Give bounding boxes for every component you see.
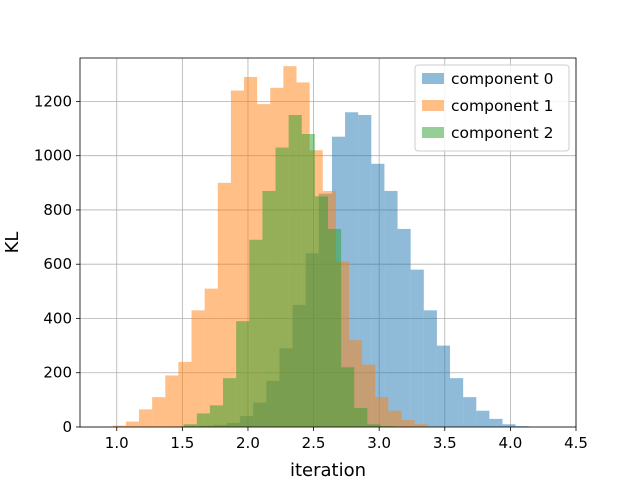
- bar-s1-b1: [112, 425, 126, 427]
- bar-s1-b2: [125, 421, 140, 427]
- y-tick-label-1: 200: [43, 364, 72, 382]
- bar-s2-b5: [249, 239, 263, 427]
- bar-s0-b26: [515, 426, 529, 427]
- x-tick-label-7: 4.5: [564, 434, 588, 452]
- y-tick-label-6: 1200: [34, 92, 72, 110]
- legend-label-1: component 1: [451, 97, 553, 115]
- legend-swatch-2: [422, 127, 444, 138]
- bar-s2-b11: [328, 228, 342, 427]
- x-tick-label-2: 2.0: [236, 434, 260, 452]
- x-tick-label-6: 4.0: [498, 434, 522, 452]
- bar-s2-b8: [288, 114, 302, 428]
- bar-s1-b21: [375, 397, 389, 427]
- bar-s0-b15: [371, 163, 385, 428]
- bar-s1-b24: [414, 424, 428, 427]
- bar-s0-b17: [397, 228, 411, 427]
- x-axis-ticks: 1.0 1.5 2.0 2.5 3.0 3.5 4.0 4.5: [105, 427, 588, 452]
- bar-s0-b21: [450, 378, 464, 427]
- bar-s0-b23: [476, 410, 490, 427]
- plot-frame: [79, 57, 577, 428]
- series-2: [183, 114, 394, 428]
- bar-s0-b18: [410, 269, 424, 427]
- bar-s1-b9: [217, 182, 231, 427]
- legend-box: [414, 64, 570, 152]
- y-tick-label-0: 0: [62, 418, 72, 436]
- x-tick-label-4: 3.0: [367, 434, 391, 452]
- bar-s2-b13: [354, 408, 368, 427]
- bar-s0-b19: [423, 310, 437, 427]
- bar-s2-b1: [196, 413, 210, 427]
- legend-swatch-1: [422, 100, 444, 111]
- bar-s2-b3: [223, 378, 237, 427]
- bar-s2-b4: [236, 321, 250, 427]
- bar-s2-b9: [301, 133, 315, 427]
- bars: [99, 66, 529, 428]
- legend-swatch-0: [422, 73, 444, 84]
- bar-s1-b6: [178, 361, 192, 427]
- y-tick-label-3: 600: [43, 255, 72, 273]
- legend-label-0: component 0: [451, 70, 553, 88]
- y-tick-label-4: 800: [43, 201, 72, 219]
- bar-s0-b16: [384, 190, 398, 427]
- bar-s1-b5: [165, 375, 179, 427]
- bar-s0-b25: [502, 424, 516, 427]
- y-tick-label-5: 1000: [34, 147, 72, 165]
- bar-s0-b20: [436, 345, 451, 427]
- legend-label-2: component 2: [451, 124, 553, 142]
- bar-s0-b22: [463, 397, 477, 427]
- bar-s2-b12: [341, 367, 355, 427]
- bar-s1-b4: [152, 397, 166, 427]
- bar-s1-b3: [139, 409, 153, 427]
- bar-s1-b22: [388, 410, 402, 427]
- x-tick-label-3: 2.5: [302, 434, 326, 452]
- x-tick-label-5: 3.5: [433, 434, 457, 452]
- x-axis-label: iteration: [290, 460, 366, 480]
- y-axis-ticks: 0 200 400 600 800 1000 1200: [34, 92, 80, 436]
- bar-s1-b23: [401, 420, 415, 427]
- x-tick-label-1: 1.5: [170, 434, 194, 452]
- bar-s2-b15: [380, 426, 394, 427]
- bar-s2-b6: [262, 190, 276, 427]
- legend: component 0 component 1 component 2: [414, 64, 570, 152]
- bar-s2-b14: [367, 424, 381, 427]
- y-tick-label-2: 400: [43, 309, 72, 327]
- bar-s2-b7: [275, 147, 289, 428]
- y-axis-label: KL: [2, 232, 23, 254]
- bar-s0-b24: [489, 418, 503, 427]
- bar-s1-b7: [191, 310, 205, 427]
- bar-s1-b8: [204, 288, 218, 427]
- bar-s2-b2: [209, 405, 224, 427]
- bar-s2-b10: [314, 196, 328, 427]
- x-tick-label-0: 1.0: [105, 434, 129, 452]
- bar-s2-b0: [183, 424, 197, 427]
